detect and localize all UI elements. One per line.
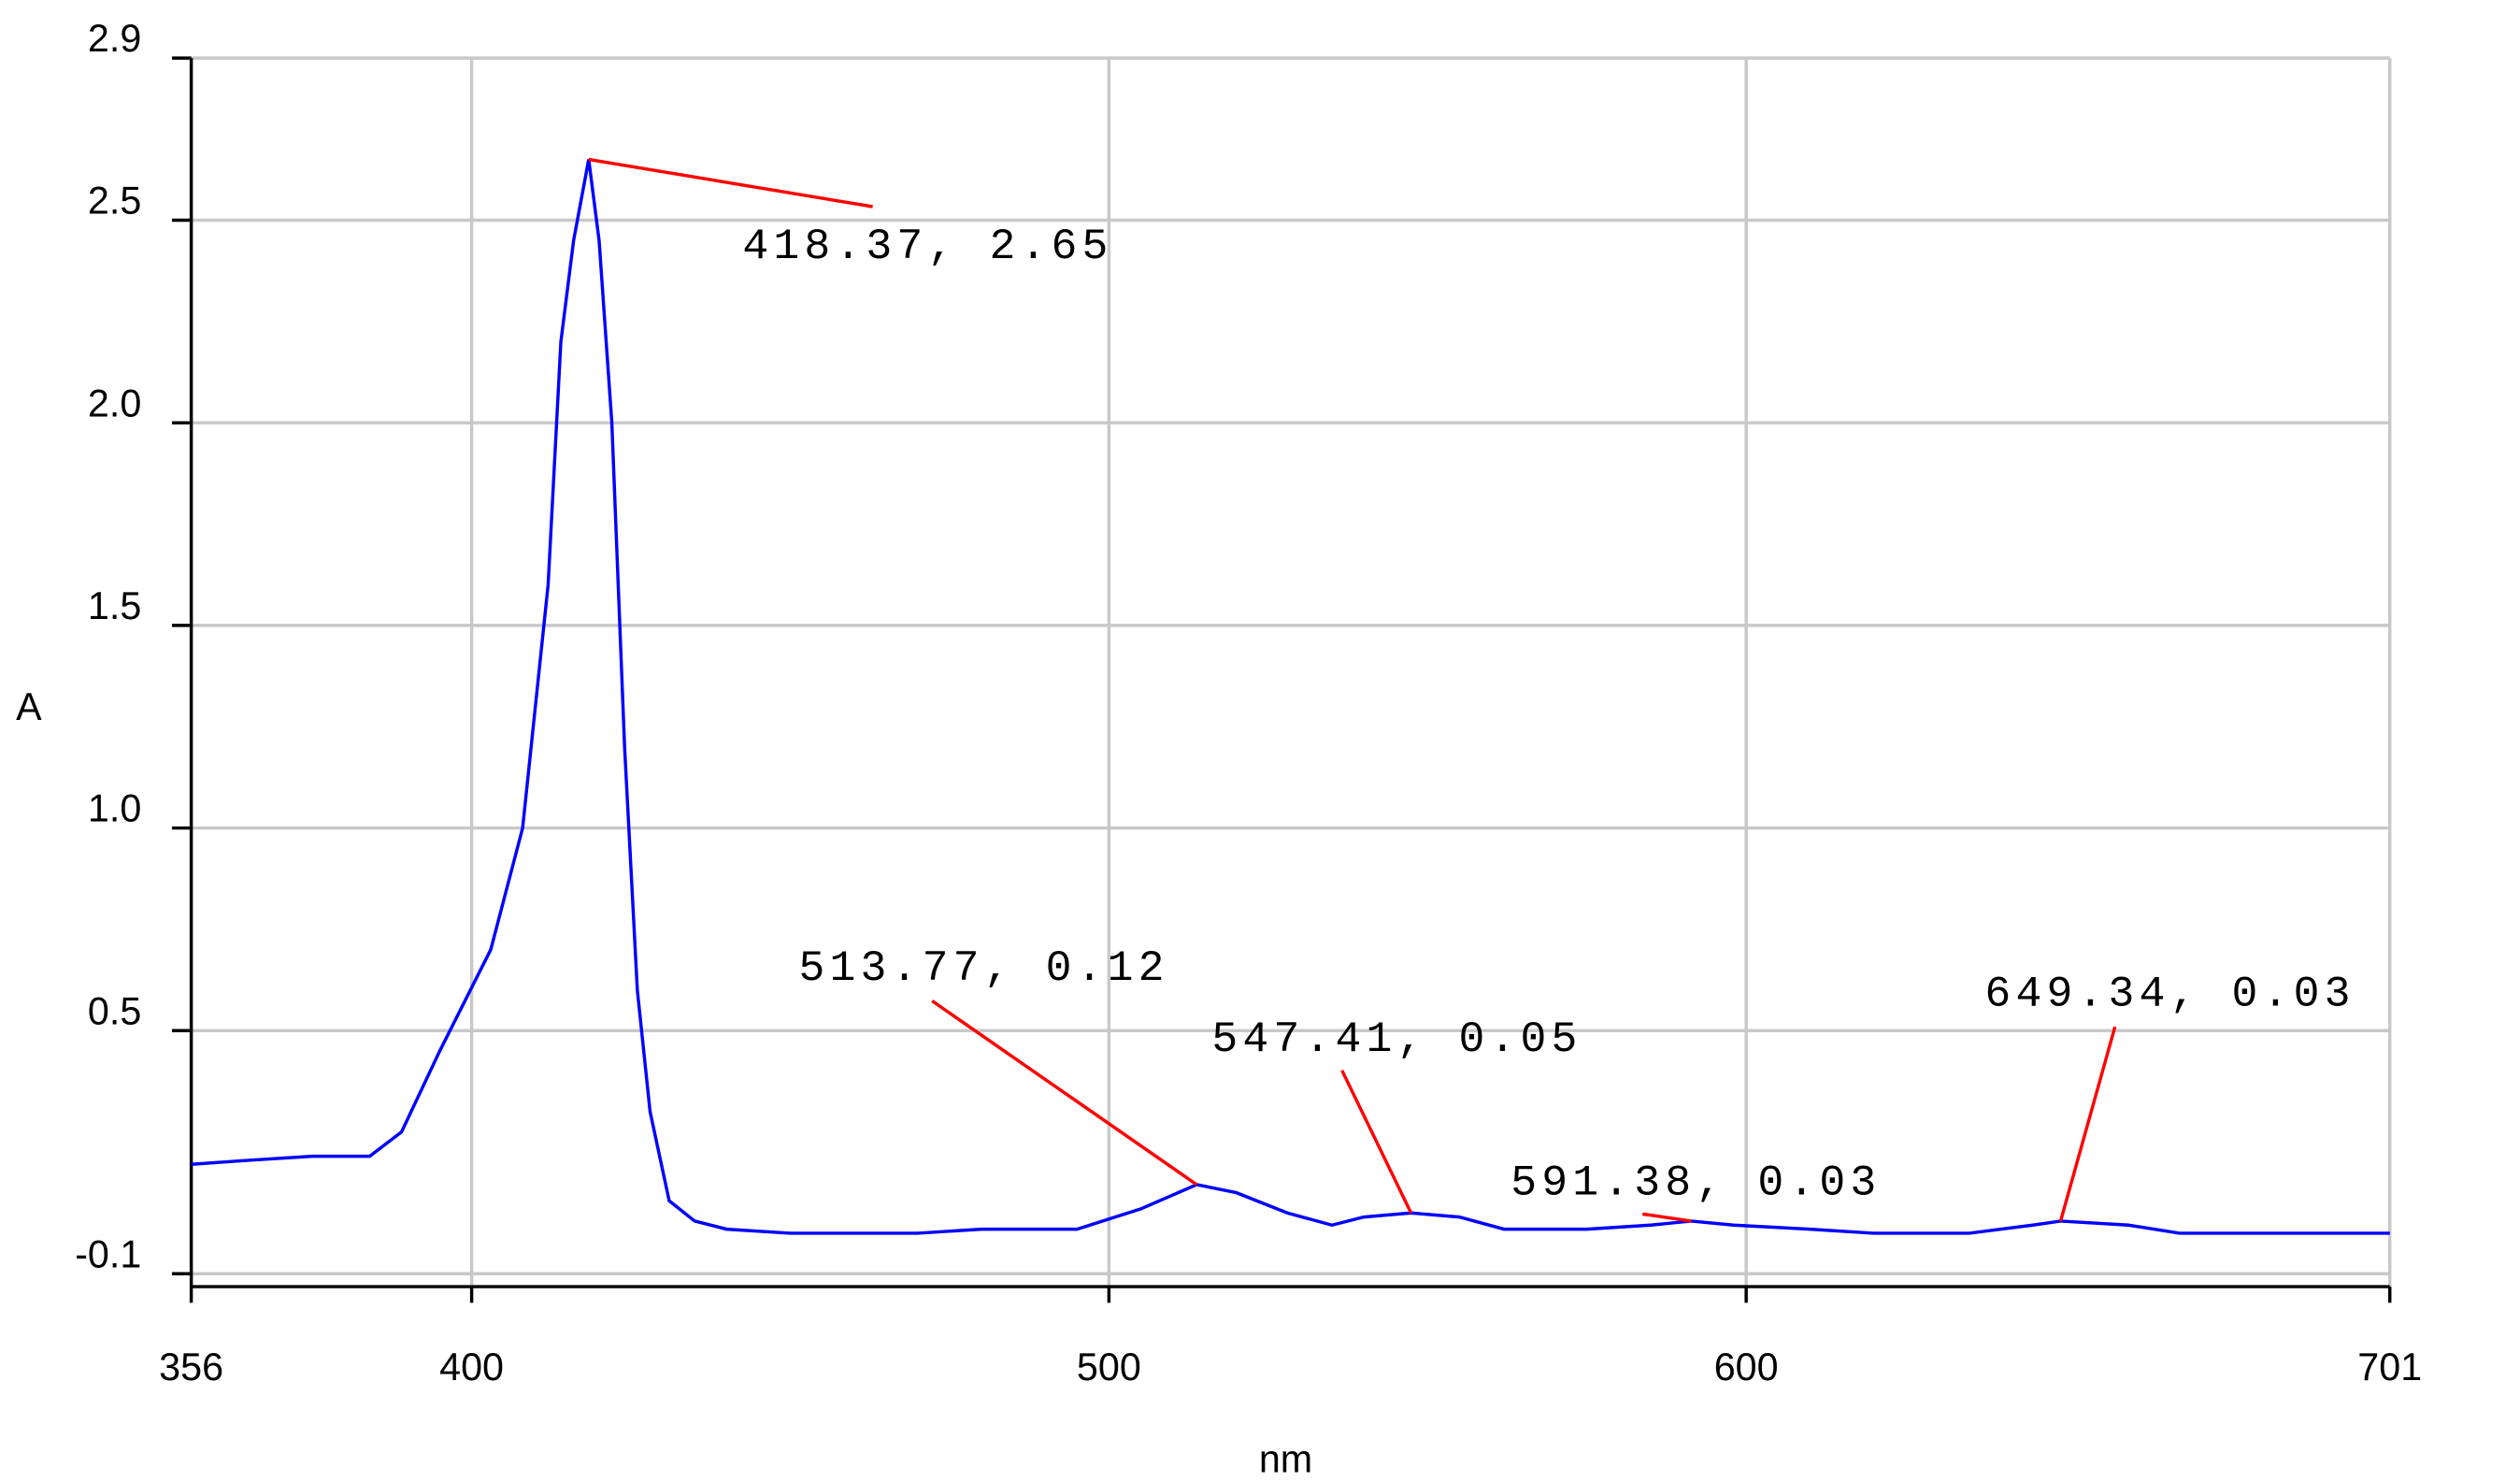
y-tick-label: -0.1: [75, 1232, 141, 1275]
y-tick-label: 2.0: [88, 381, 141, 424]
leader-line: [931, 1000, 1198, 1187]
y-tick-label: 0.5: [88, 989, 141, 1032]
leader-line: [588, 157, 873, 209]
data-line: [191, 159, 2390, 1235]
x-tick-label: 600: [1714, 1345, 1779, 1388]
y-tick-label: 2.9: [88, 17, 141, 60]
annotation-label: 591.38, 0.03: [1511, 1158, 1881, 1208]
y-tick-label: 1.5: [88, 584, 141, 627]
leader-line: [2058, 1026, 2117, 1222]
annotation-label: 418.37, 2.65: [742, 222, 1112, 271]
leader-line: [1641, 1212, 1692, 1223]
annotation-label: 513.77, 0.12: [799, 943, 1169, 993]
y-axis-label: A: [16, 685, 42, 728]
x-tick-label: 400: [439, 1345, 504, 1388]
x-tick-label: 356: [159, 1345, 223, 1388]
annotation-label: 649.34, 0.03: [1984, 970, 2355, 1019]
leader-line: [1340, 1069, 1413, 1215]
x-axis-label: nm: [1259, 1438, 1312, 1481]
y-tick-label: 1.0: [88, 787, 141, 830]
y-tick-label: 2.5: [88, 180, 141, 223]
x-tick-label: 500: [1077, 1345, 1141, 1388]
annotation-label: 547.41, 0.05: [1211, 1014, 1582, 1064]
x-tick-label: 701: [2357, 1345, 2422, 1388]
